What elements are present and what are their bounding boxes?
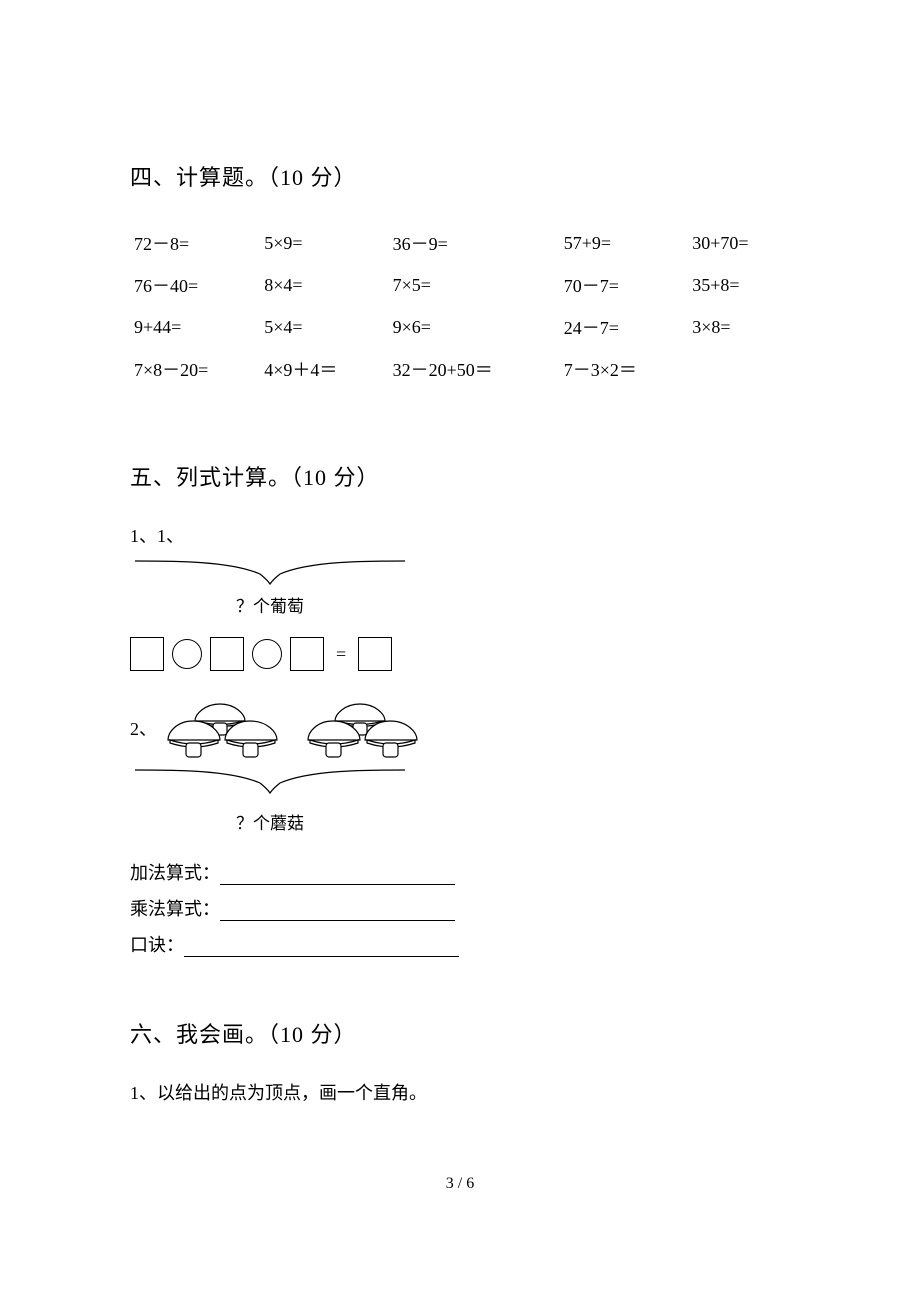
- equals-sign: =: [332, 644, 350, 665]
- calc-cell: 36－9=: [389, 222, 560, 264]
- q2-label: 2、: [130, 715, 157, 761]
- answer-blank: [220, 904, 455, 921]
- calc-cell: 5×4=: [260, 306, 388, 348]
- square-box: [358, 637, 392, 671]
- table-row: 9+44= 5×4= 9×6= 24－7= 3×8=: [130, 306, 790, 348]
- circle-box: [172, 639, 202, 669]
- calc-cell: 9×6=: [389, 306, 560, 348]
- calc-cell: 32－20+50＝: [389, 348, 560, 390]
- shape-equation: =: [130, 637, 790, 671]
- square-box: [210, 637, 244, 671]
- answer-blank: [220, 868, 455, 885]
- table-row: 7×8－20= 4×9＋4＝ 32－20+50＝ 7－3×2＝: [130, 348, 790, 390]
- calc-cell: 24－7=: [560, 306, 688, 348]
- calc-cell: 7×8－20=: [130, 348, 260, 390]
- table-row: 76－40= 8×4= 7×5= 70－7= 35+8=: [130, 264, 790, 306]
- square-box: [290, 637, 324, 671]
- section5-title: 五、列式计算。（10 分）: [130, 460, 790, 492]
- calc-cell: 70－7=: [560, 264, 688, 306]
- calc-cell: 76－40=: [130, 264, 260, 306]
- answer-blank: [184, 940, 459, 957]
- table-row: 72－8= 5×9= 36－9= 57+9= 30+70=: [130, 222, 790, 264]
- calc-cell: 57+9=: [560, 222, 688, 264]
- section6-title: 六、我会画。（10 分）: [130, 1017, 790, 1049]
- section4-title: 四、计算题。（10 分）: [130, 160, 790, 192]
- page: 四、计算题。（10 分） 72－8= 5×9= 36－9= 57+9= 30+7…: [0, 0, 920, 1253]
- q1-brace-text: ？个葡萄: [130, 592, 410, 617]
- square-box: [130, 637, 164, 671]
- calc-cell: 9+44=: [130, 306, 260, 348]
- q2-brace-text: ？个蘑菇: [130, 809, 410, 834]
- calc-cell: 72－8=: [130, 222, 260, 264]
- calc-cell: 30+70=: [688, 222, 790, 264]
- answer-addition: 加法算式：: [130, 859, 790, 885]
- calc-cell: 7×5=: [389, 264, 560, 306]
- calc-cell: 35+8=: [688, 264, 790, 306]
- q1-label: 1、1、: [130, 522, 790, 548]
- answer-koujue: 口诀：: [130, 931, 790, 957]
- calc-cell: 7－3×2＝: [560, 348, 688, 390]
- calc-table: 72－8= 5×9= 36－9= 57+9= 30+70= 76－40= 8×4…: [130, 222, 790, 390]
- circle-box: [252, 639, 282, 669]
- page-footer: 3 / 6: [130, 1175, 790, 1193]
- brace-down-icon: [130, 556, 410, 586]
- brace-down-icon: [130, 765, 410, 795]
- mushroom-groups: [165, 696, 425, 761]
- mushroom-group-icon: [165, 696, 285, 761]
- calc-cell: [688, 348, 790, 390]
- calc-cell: 8×4=: [260, 264, 388, 306]
- q6-question: 1、以给出的点为顶点，画一个直角。: [130, 1079, 790, 1105]
- mushroom-group-icon: [305, 696, 425, 761]
- q2-row: 2、: [130, 696, 790, 761]
- answer-label: 口诀：: [130, 935, 184, 955]
- answer-label: 乘法算式：: [130, 899, 220, 919]
- calc-cell: 4×9＋4＝: [260, 348, 388, 390]
- answer-multiplication: 乘法算式：: [130, 895, 790, 921]
- calc-cell: 3×8=: [688, 306, 790, 348]
- answer-label: 加法算式：: [130, 863, 220, 883]
- calc-cell: 5×9=: [260, 222, 388, 264]
